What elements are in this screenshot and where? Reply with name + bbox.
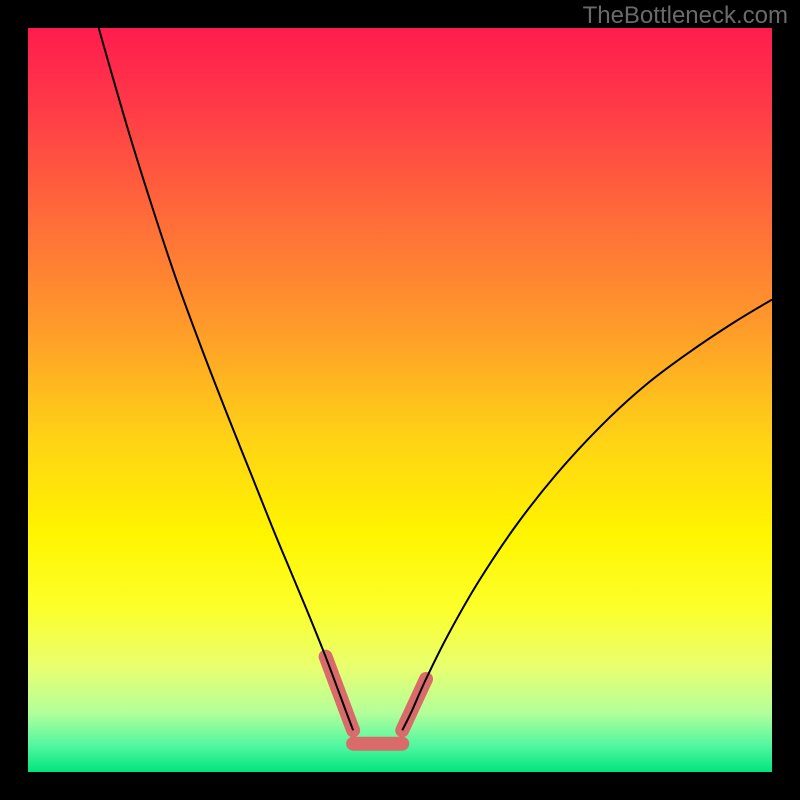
chart-container: TheBottleneck.com bbox=[0, 0, 800, 800]
curve-right bbox=[402, 300, 772, 731]
plot-area bbox=[28, 28, 772, 772]
curve-left bbox=[99, 28, 353, 730]
watermark-text: TheBottleneck.com bbox=[583, 2, 788, 30]
curves-layer bbox=[28, 28, 772, 772]
